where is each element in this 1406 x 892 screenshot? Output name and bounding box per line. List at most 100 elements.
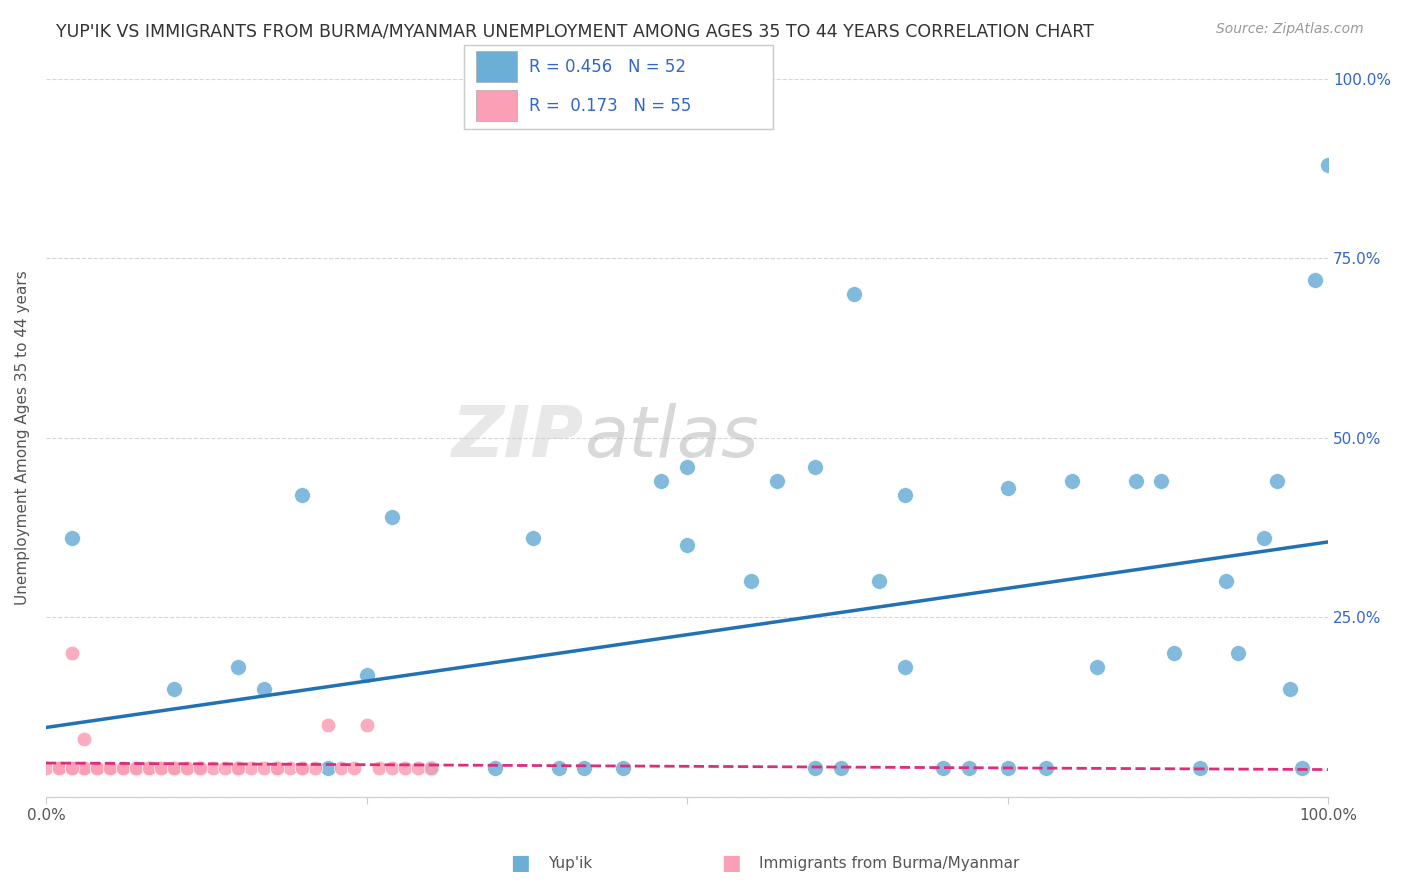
Point: [894, 488, 917, 502]
Point: [138, 761, 160, 775]
Point: [138, 761, 160, 775]
Point: [48, 761, 70, 775]
Point: [60, 646, 83, 660]
Point: [111, 761, 134, 775]
Point: [1188, 761, 1211, 775]
Point: [98, 761, 121, 775]
Point: [522, 531, 544, 545]
Point: [1060, 474, 1083, 488]
Point: [86, 761, 108, 775]
Point: [60, 761, 83, 775]
Point: [111, 761, 134, 775]
Point: [291, 761, 314, 775]
Point: [868, 574, 890, 589]
Point: [804, 761, 827, 775]
Text: R =  0.173   N = 55: R = 0.173 N = 55: [529, 96, 692, 114]
Text: Immigrants from Burma/Myanmar: Immigrants from Burma/Myanmar: [759, 856, 1019, 871]
Point: [932, 761, 955, 775]
Point: [343, 761, 366, 775]
Point: [125, 761, 148, 775]
Point: [73, 761, 96, 775]
Point: [176, 761, 198, 775]
Point: [253, 761, 276, 775]
Point: [316, 718, 339, 732]
Text: ZIP: ZIP: [453, 403, 585, 473]
Point: [163, 761, 186, 775]
Point: [419, 761, 441, 775]
Point: [1215, 574, 1237, 589]
Point: [73, 761, 96, 775]
Point: [86, 761, 108, 775]
Point: [804, 459, 827, 474]
Point: [73, 732, 96, 747]
Point: [86, 761, 108, 775]
Point: [226, 761, 249, 775]
Point: [138, 761, 160, 775]
Point: [997, 761, 1019, 775]
Point: [73, 761, 96, 775]
Point: [291, 488, 314, 502]
Point: [1085, 660, 1108, 674]
Point: [304, 761, 326, 775]
Point: [1317, 158, 1340, 172]
Point: [163, 681, 186, 696]
Point: [1305, 273, 1327, 287]
Point: [266, 761, 288, 775]
Point: [291, 761, 314, 775]
Point: [266, 761, 288, 775]
Point: [894, 660, 917, 674]
Point: [1265, 474, 1288, 488]
Text: Source: ZipAtlas.com: Source: ZipAtlas.com: [1216, 22, 1364, 37]
Point: [176, 761, 198, 775]
Point: [253, 681, 276, 696]
Point: [226, 761, 249, 775]
Point: [125, 761, 148, 775]
Point: [60, 761, 83, 775]
Point: [356, 718, 378, 732]
Point: [830, 761, 852, 775]
Text: atlas: atlas: [585, 403, 759, 473]
Point: [574, 761, 596, 775]
Point: [60, 531, 83, 545]
Point: [150, 761, 173, 775]
Point: [612, 761, 634, 775]
Point: [98, 761, 121, 775]
Point: [957, 761, 980, 775]
Point: [842, 287, 865, 301]
Text: Yup'ik: Yup'ik: [548, 856, 592, 871]
Point: [329, 761, 352, 775]
Point: [381, 761, 404, 775]
Point: [650, 474, 672, 488]
Point: [419, 761, 441, 775]
Point: [484, 761, 506, 775]
Point: [163, 761, 186, 775]
Point: [676, 459, 699, 474]
Point: [98, 761, 121, 775]
Point: [368, 761, 391, 775]
Point: [356, 667, 378, 681]
Point: [150, 761, 173, 775]
Point: [676, 539, 699, 553]
Point: [740, 574, 762, 589]
Point: [381, 509, 404, 524]
Text: R = 0.456   N = 52: R = 0.456 N = 52: [529, 58, 686, 76]
Point: [1227, 646, 1250, 660]
Point: [266, 761, 288, 775]
Point: [997, 481, 1019, 495]
Point: [1163, 646, 1185, 660]
Point: [316, 761, 339, 775]
Point: [188, 761, 211, 775]
Point: [278, 761, 301, 775]
Point: [1278, 681, 1301, 696]
Point: [163, 761, 186, 775]
Y-axis label: Unemployment Among Ages 35 to 44 years: Unemployment Among Ages 35 to 44 years: [15, 270, 30, 605]
Point: [111, 761, 134, 775]
Point: [48, 761, 70, 775]
Point: [125, 761, 148, 775]
Point: [547, 761, 569, 775]
Point: [214, 761, 236, 775]
Point: [765, 474, 787, 488]
Point: [48, 761, 70, 775]
Point: [394, 761, 416, 775]
Point: [188, 761, 211, 775]
